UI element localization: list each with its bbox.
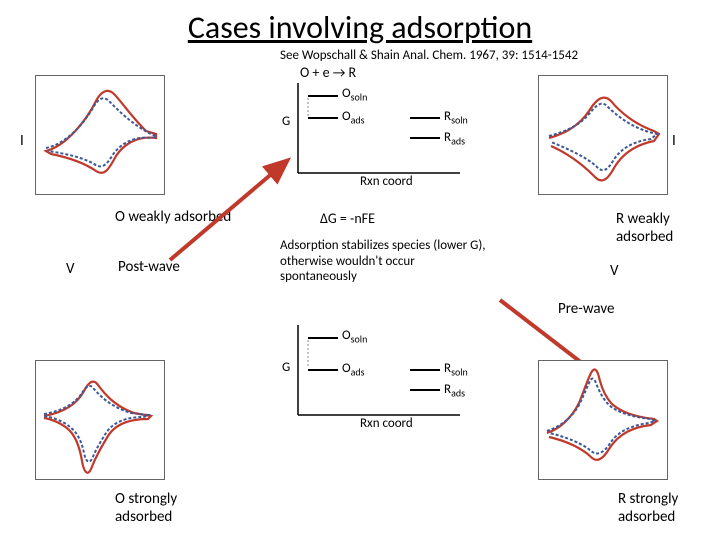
o-ads-label: Oads bbox=[342, 109, 365, 127]
cv-o-strong bbox=[35, 360, 165, 480]
v-axis-tl: V bbox=[66, 260, 75, 278]
energy-diagram-top: Osoln Oads Rsoln Rads G Rxn coord bbox=[280, 78, 480, 188]
cv-r-weak bbox=[538, 75, 668, 195]
o-soln-label: Osoln bbox=[342, 86, 367, 104]
pre-wave-label: Pre-wave bbox=[558, 300, 614, 318]
cv-o-weak-svg bbox=[36, 76, 166, 196]
energy-diagram-bottom: Osoln Oads Rsoln Rads G Rxn coord bbox=[280, 320, 480, 430]
v-axis-tr: V bbox=[610, 262, 619, 280]
rxn-coord-bottom: Rxn coord bbox=[360, 416, 413, 431]
o-weak-label: O weakly adsorbed bbox=[115, 208, 231, 226]
cv-r-strong bbox=[538, 360, 668, 480]
citation-text: See Wopschall & Shain Anal. Chem. 1967, … bbox=[280, 48, 578, 63]
o-ads-label-b: Oads bbox=[342, 361, 365, 379]
cv-o-strong-svg bbox=[36, 361, 166, 481]
page-title: Cases involving adsorption bbox=[0, 8, 720, 47]
o-soln-label-b: Osoln bbox=[342, 328, 367, 346]
adsorption-text: Adsorption stabilizes species (lower G),… bbox=[280, 238, 490, 285]
r-soln-label-b: Rsoln bbox=[444, 361, 468, 379]
r-weak-label: R weakly adsorbed bbox=[616, 210, 696, 246]
delta-g-label: ΔG = -nFE bbox=[320, 210, 375, 227]
post-wave-label: Post-wave bbox=[118, 258, 180, 276]
o-strong-label: O strongly adsorbed bbox=[115, 490, 205, 526]
i-axis-tr: I bbox=[672, 132, 676, 150]
r-soln-label: Rsoln bbox=[444, 109, 468, 127]
cv-r-strong-svg bbox=[539, 361, 669, 481]
r-strong-label: R strongly adsorbed bbox=[618, 490, 708, 526]
cv-r-weak-svg bbox=[539, 76, 669, 196]
g-axis-bottom: G bbox=[282, 360, 290, 375]
cv-o-weak bbox=[35, 75, 165, 195]
i-axis-tl: I bbox=[20, 132, 24, 150]
g-axis-top: G bbox=[282, 114, 290, 129]
r-ads-label-b: Rads bbox=[444, 382, 465, 400]
rxn-coord-top: Rxn coord bbox=[360, 174, 413, 189]
r-ads-label: Rads bbox=[444, 130, 465, 148]
